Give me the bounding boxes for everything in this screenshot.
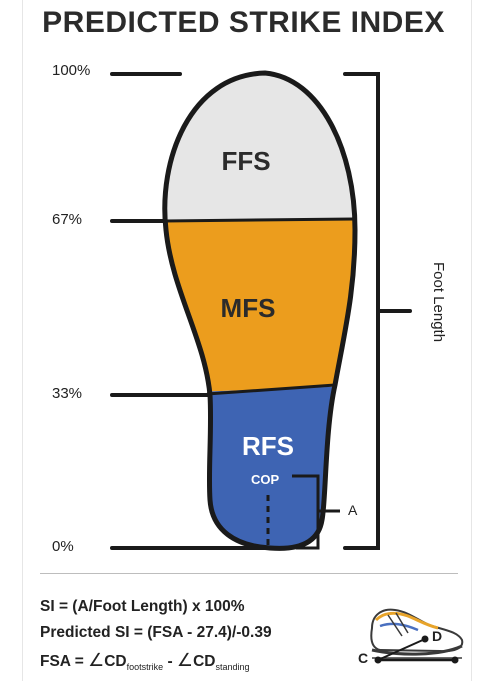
formula-fsa-cd2: CD (193, 653, 216, 670)
figure-title: PREDICTED STRIKE INDEX (42, 6, 445, 39)
section-divider (40, 573, 458, 574)
formula-fsa-prefix: FSA = (40, 653, 89, 670)
formula-predicted-si: Predicted SI = (FSA - 27.4)/-0.39 (40, 624, 272, 641)
formula-strike-index: SI = (A/Foot Length) x 100% (40, 598, 245, 615)
figure-frame (22, 0, 472, 681)
cop-label: COP (251, 472, 280, 487)
formula-fsa: FSA = ∠CDfootstrike - ∠CDstanding (40, 650, 249, 672)
mfs-label: MFS (220, 293, 276, 323)
percent-label-100: 100% (52, 62, 91, 79)
percent-label-67: 67% (52, 211, 83, 228)
percent-label-33: 33% (52, 385, 83, 402)
formula-fsa-cd1: CD (104, 653, 127, 670)
ffs-label: FFS (221, 146, 271, 176)
angle-symbol: ∠ (88, 650, 105, 670)
angle-symbol: ∠ (176, 650, 194, 670)
rfs-label: RFS (242, 431, 294, 461)
foot-length-label: Foot Length (430, 262, 447, 343)
percent-label-0: 0% (52, 538, 74, 555)
formula-fsa-sub-footstrike: footstrike (126, 662, 164, 673)
ffs-mfs-boundary (163, 217, 355, 223)
mfs-rfs-boundary (206, 383, 336, 396)
a-label: A (348, 502, 358, 518)
formula-fsa-sub-standing: standing (215, 662, 250, 673)
formula-fsa-minus: - (163, 653, 177, 670)
shoe-point-c-label: C (358, 650, 369, 666)
shoe-illustration (370, 608, 464, 664)
shoe-point-d-label: D (432, 628, 443, 644)
